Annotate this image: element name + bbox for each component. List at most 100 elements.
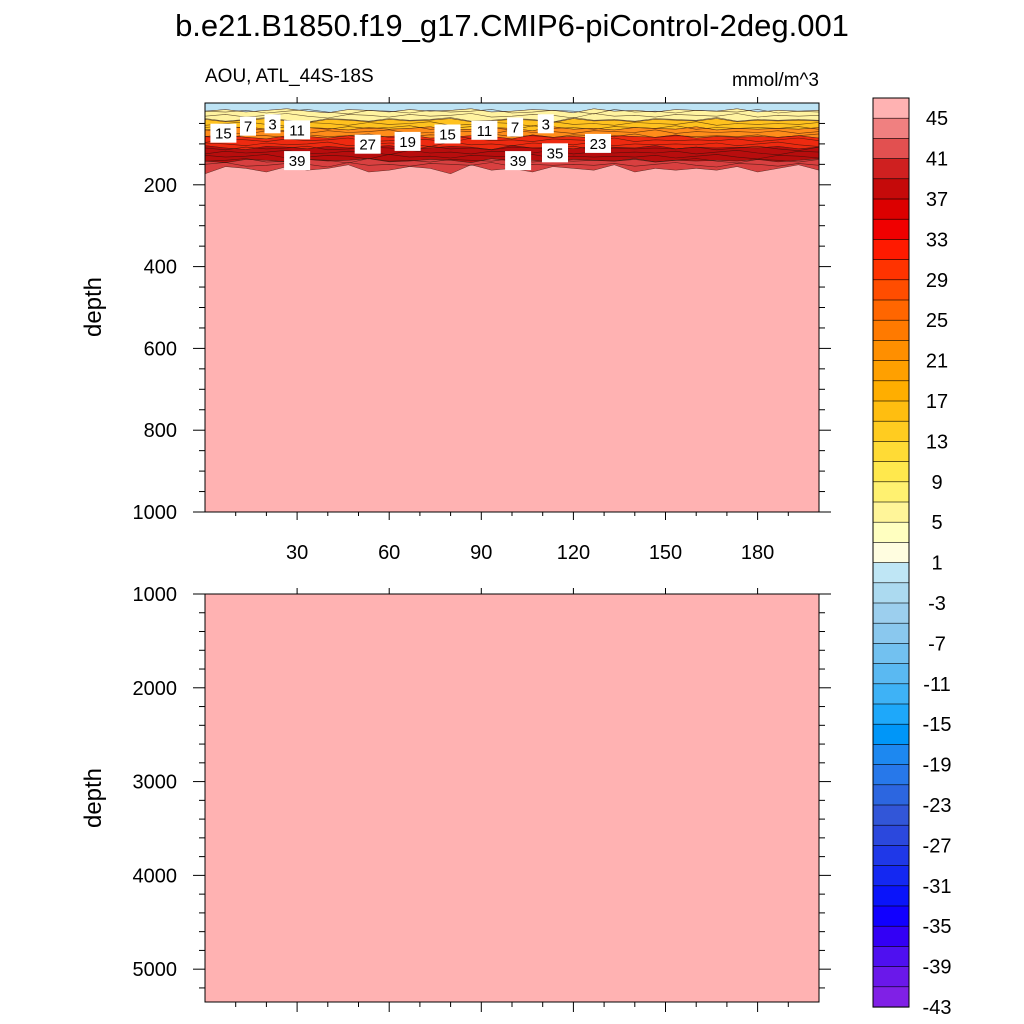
colorbar-swatch xyxy=(872,461,910,483)
colorbar-swatch xyxy=(872,380,910,402)
lower-panel-fill xyxy=(205,594,819,1002)
colorbar-swatch xyxy=(872,279,910,301)
colorbar-swatch xyxy=(872,824,910,847)
colorbar-label: -43 xyxy=(923,997,952,1019)
contour-label-text: 11 xyxy=(477,123,493,140)
contour-label-box xyxy=(585,133,611,153)
contour-label: 3 xyxy=(537,114,554,134)
contour-label-text: 7 xyxy=(511,120,519,137)
contour-label-text: 15 xyxy=(215,126,232,143)
x-tick-label: 30 xyxy=(286,542,308,564)
colorbar-label: -11 xyxy=(923,674,950,696)
upper-panel-fill xyxy=(205,103,819,512)
colorbar-swatch xyxy=(872,643,910,665)
contour-label: 39 xyxy=(505,151,532,171)
contour-label-text: 3 xyxy=(542,116,550,133)
colorbar-label: 9 xyxy=(931,472,942,494)
colorbar-label: 37 xyxy=(926,189,948,211)
y-tick-label: 200 xyxy=(144,175,177,197)
y-tick-label: 400 xyxy=(144,257,177,279)
contour-label: 15 xyxy=(434,124,461,144)
contour-line xyxy=(204,113,820,119)
contour-label-text: 27 xyxy=(359,137,376,154)
colorbar-label: 1 xyxy=(931,553,942,575)
y-tick-label: 5000 xyxy=(133,959,178,981)
colorbar-label: -19 xyxy=(923,755,952,777)
contour-label: 7 xyxy=(507,117,524,137)
colorbar-label: 21 xyxy=(926,351,948,373)
contour-label: 11 xyxy=(471,120,498,140)
y-tick-label: 1000 xyxy=(133,584,178,606)
x-tick-label: 180 xyxy=(741,542,774,564)
colorbar-swatch xyxy=(872,804,910,826)
x-tick-label: 90 xyxy=(470,542,492,564)
colorbar-swatch xyxy=(872,360,910,382)
colorbar-swatch xyxy=(872,723,910,746)
colorbar-label: -3 xyxy=(928,593,946,615)
y-tick-label: 2000 xyxy=(133,678,178,700)
colorbar-label: -31 xyxy=(923,876,952,898)
colorbar-label: -27 xyxy=(923,835,952,857)
units-label: mmol/m^3 xyxy=(732,70,819,91)
colorbar-label: -15 xyxy=(923,714,952,736)
contour-label-text: 39 xyxy=(510,153,527,170)
y-tick-label: 600 xyxy=(144,338,177,360)
colorbar-swatch xyxy=(872,946,910,968)
colorbar-swatch xyxy=(872,622,910,645)
contour-label: 7 xyxy=(240,116,256,136)
contour-label-box xyxy=(394,131,421,151)
colorbar-swatch xyxy=(872,966,910,988)
colorbar-swatch xyxy=(872,158,910,180)
colorbar-swatch xyxy=(872,198,910,220)
colorbar-label: 33 xyxy=(926,229,948,251)
colorbar-swatch xyxy=(872,178,910,200)
lower-panel: 1000 2000 3000 4000 5000 xyxy=(133,584,831,1012)
contour-label-box xyxy=(240,116,256,136)
contour-label-box xyxy=(505,151,532,171)
colorbar-swatch xyxy=(872,905,910,927)
colorbar-swatch xyxy=(872,784,910,806)
contour-label-box xyxy=(284,120,311,140)
colorbar-label: 13 xyxy=(926,431,948,453)
colorbar-frame xyxy=(872,97,910,1008)
contour-label-box xyxy=(537,114,554,134)
contour-label-text: 19 xyxy=(399,134,416,151)
contour-line xyxy=(204,137,820,143)
contour-label-text: 39 xyxy=(289,153,306,170)
colorbar-label: 25 xyxy=(926,310,948,332)
colorbar-label: -35 xyxy=(923,916,952,938)
contour-label-text: 15 xyxy=(439,127,456,144)
colorbar-swatch xyxy=(872,400,910,422)
contour-label-box xyxy=(210,123,237,143)
colorbar-swatch xyxy=(872,319,910,342)
colorbar-label: 41 xyxy=(926,149,948,171)
colorbar-swatch xyxy=(872,885,910,907)
colorbar-swatch xyxy=(872,925,910,948)
contour-label-text: 35 xyxy=(547,145,564,162)
contour-label: 23 xyxy=(585,133,611,153)
colorbar-swatch xyxy=(872,259,910,281)
colorbar-swatch xyxy=(872,481,910,503)
colorbar-swatch xyxy=(872,441,910,463)
colorbar-swatch xyxy=(872,501,910,523)
upper-ylabel: depth xyxy=(80,277,107,337)
colorbar-swatch xyxy=(872,299,910,321)
chart-title: b.e21.B1850.f19_g17.CMIP6-piControl-2deg… xyxy=(175,8,849,43)
contour-label-box xyxy=(507,117,524,137)
contour-label: 39 xyxy=(284,151,311,171)
colorbar-label: 45 xyxy=(926,108,948,130)
contour-label-box xyxy=(284,151,311,171)
colorbar-swatch xyxy=(872,582,910,604)
colorbar-swatch xyxy=(872,744,910,766)
colorbar-label: -39 xyxy=(923,957,952,979)
colorbar-label: -7 xyxy=(928,633,946,655)
contour-line xyxy=(204,145,820,152)
colorbar-swatch xyxy=(872,602,910,624)
contour-label: 35 xyxy=(542,143,568,163)
colorbar-label: 5 xyxy=(931,512,942,534)
variable-label: AOU, ATL_44S-18S xyxy=(205,66,374,87)
colorbar-swatch xyxy=(872,764,910,786)
colorbar-label: 29 xyxy=(926,270,948,292)
